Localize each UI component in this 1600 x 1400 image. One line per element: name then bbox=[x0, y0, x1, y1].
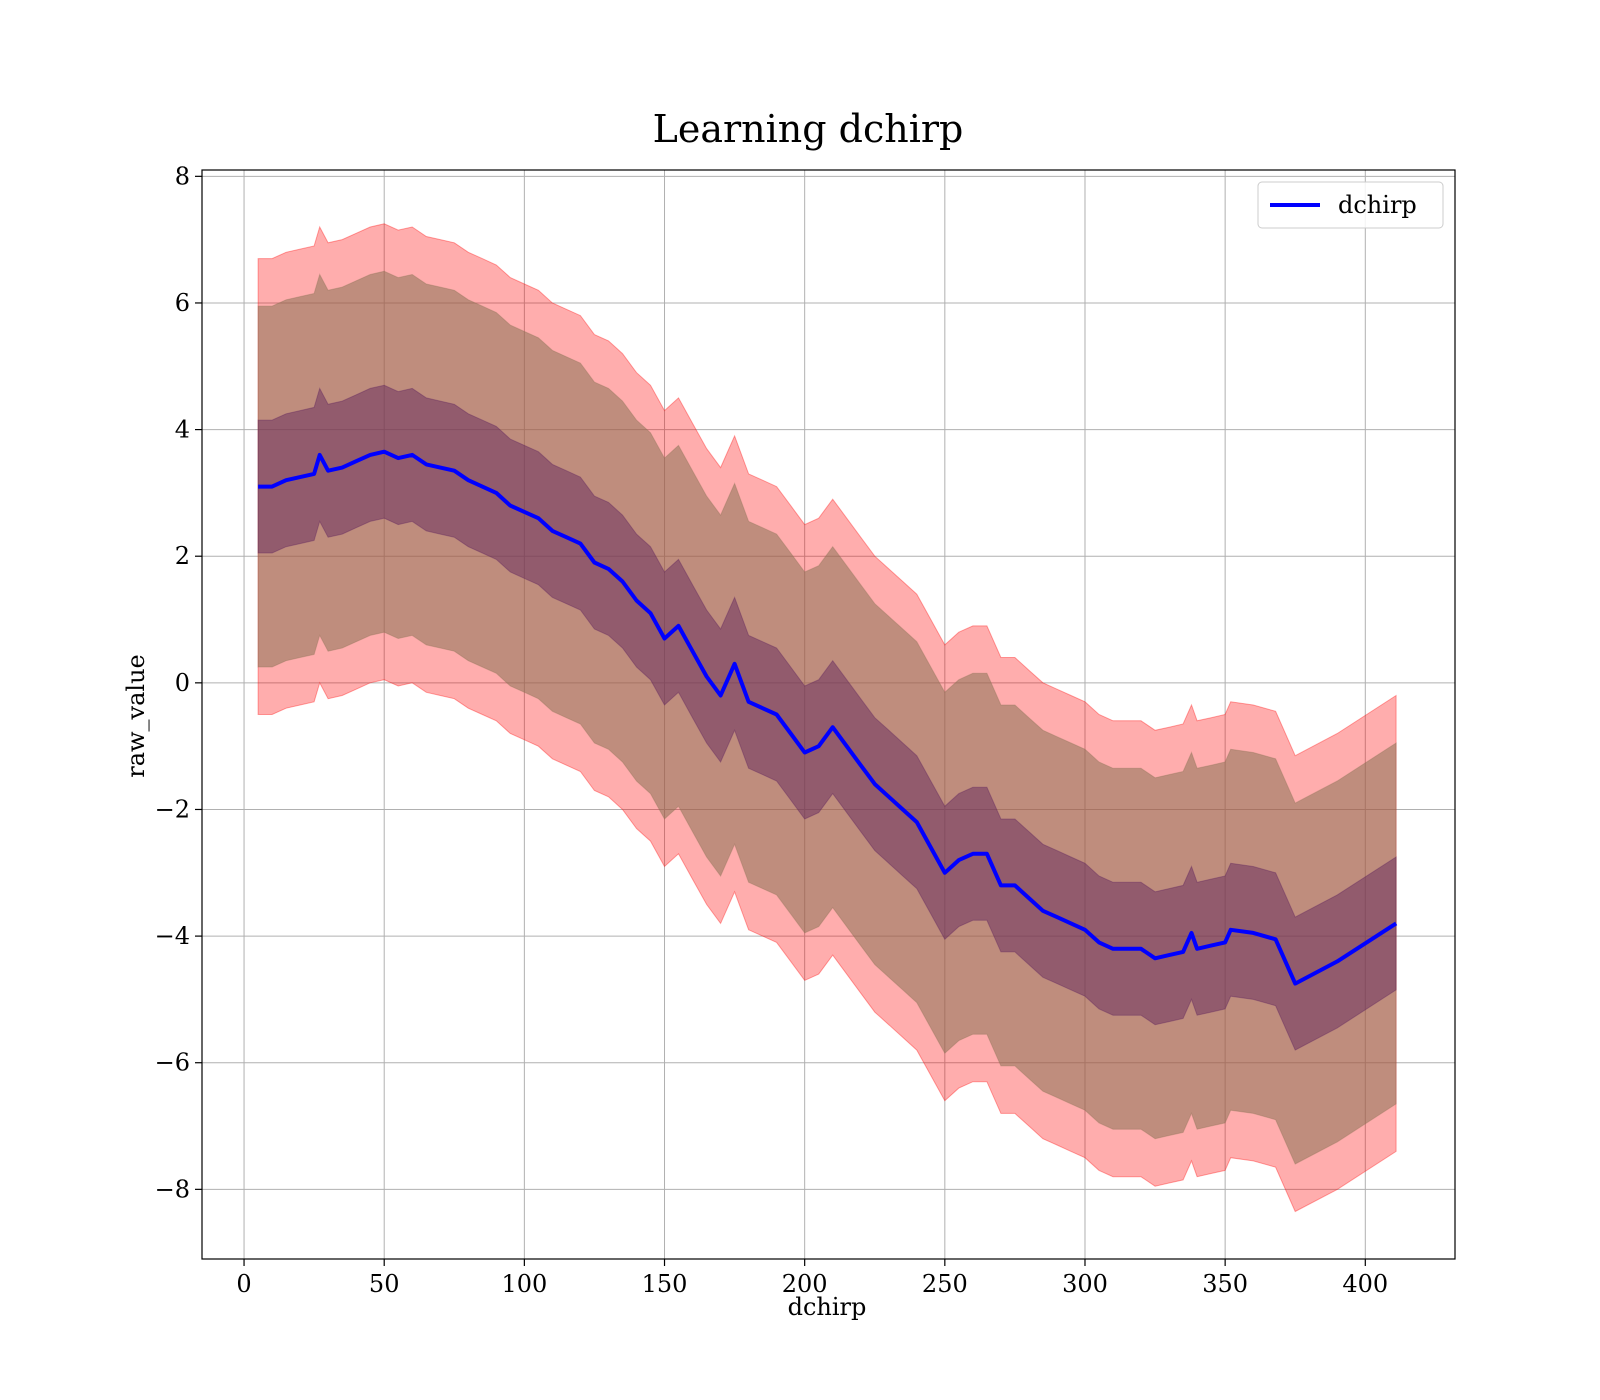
legend-box bbox=[1257, 181, 1444, 229]
plot-marks bbox=[257, 223, 1398, 1213]
x-tick-label: 150 bbox=[642, 1270, 688, 1298]
x-tick-label: 50 bbox=[369, 1270, 400, 1298]
confidence-band-3 bbox=[257, 384, 1397, 1051]
x-axis-label: dchirp bbox=[788, 1293, 867, 1321]
chart-title: Learning dchirp bbox=[653, 107, 964, 151]
x-tick-label: 350 bbox=[1202, 1270, 1248, 1298]
series-line-dchirp bbox=[258, 449, 1398, 986]
plot-area bbox=[202, 170, 1455, 1259]
y-tick-label: −4 bbox=[155, 922, 190, 950]
y-tick-label: 6 bbox=[175, 289, 190, 317]
x-tick-label: 200 bbox=[782, 1270, 828, 1298]
axes: 0 50 100 150 200 250 300 350 400 −8 −6 −4 −2 0 2 4 6 8 bbox=[155, 162, 1456, 1298]
x-tick-label: 400 bbox=[1342, 1270, 1388, 1298]
x-tick-label: 0 bbox=[236, 1270, 251, 1298]
x-tick-label: 100 bbox=[501, 1270, 547, 1298]
y-tick-label: 8 bbox=[175, 162, 190, 190]
y-axis-label: raw_value bbox=[122, 654, 150, 778]
legend: dchirp bbox=[1257, 181, 1444, 229]
plot-frame bbox=[201, 169, 1456, 1260]
y-tick-label: 4 bbox=[175, 416, 190, 444]
x-tick-label: 250 bbox=[922, 1270, 968, 1298]
legend-label-dchirp: dchirp bbox=[1338, 191, 1417, 219]
y-tick-label: 0 bbox=[175, 669, 190, 697]
confidence-band-2 bbox=[257, 270, 1397, 1165]
y-tick-label: −8 bbox=[155, 1175, 190, 1203]
y-tick-label: −2 bbox=[155, 795, 190, 823]
y-tick-label: 2 bbox=[175, 542, 190, 570]
x-tick-label: 300 bbox=[1062, 1270, 1108, 1298]
y-tick-label: −6 bbox=[155, 1049, 190, 1077]
